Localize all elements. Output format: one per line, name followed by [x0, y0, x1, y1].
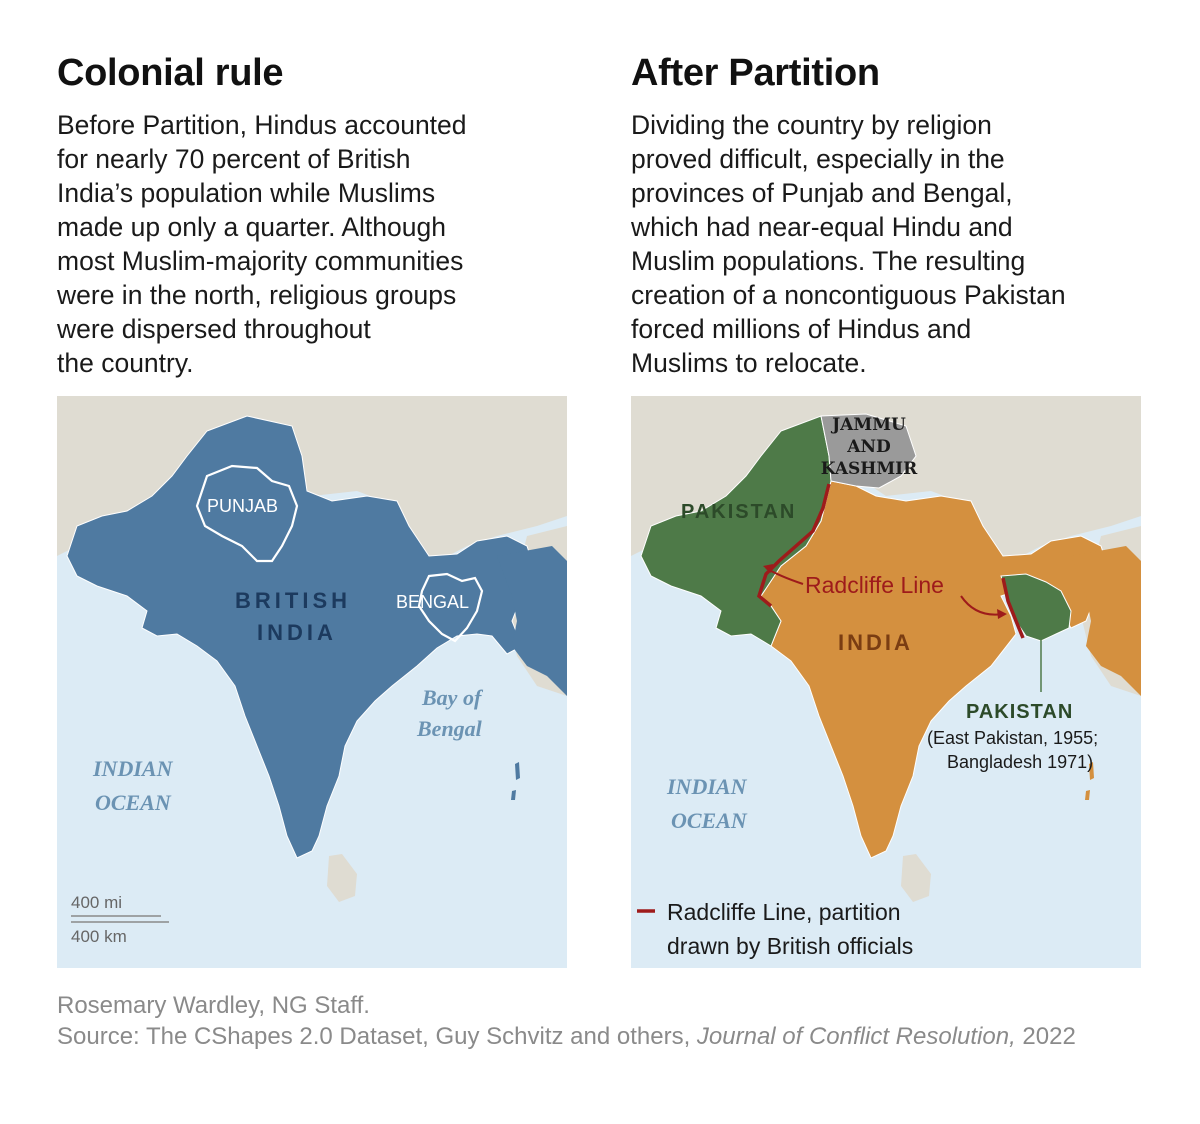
source-line: Source: The CShapes 2.0 Dataset, Guy Sch…: [57, 1021, 1157, 1052]
andaman-islands: [1085, 762, 1094, 800]
label-east-note-1: (East Pakistan, 1955;: [927, 728, 1098, 748]
source-year: 2022: [1022, 1023, 1076, 1050]
british-india-land: [66, 415, 536, 859]
label-bengal: BENGAL: [396, 592, 469, 612]
burma-land: [1071, 546, 1141, 696]
radcliffe-line-east: [1001, 577, 1025, 639]
label-ocean-1: INDIAN: [666, 774, 748, 799]
label-pakistan-west: PAKISTAN: [681, 501, 796, 523]
map-sri-lanka: [901, 854, 931, 902]
label-bay-2: Bengal: [416, 716, 483, 741]
label-british-india-2: INDIA: [257, 620, 337, 645]
radcliffe-line-west: [756, 483, 831, 608]
label-east-note-2: Bangladesh 1971): [947, 752, 1093, 772]
label-bay-1: Bay of: [421, 685, 484, 710]
after-partition-title: After Partition: [631, 52, 880, 94]
radcliffe-arrowhead-east: [997, 609, 1007, 619]
source-prefix: Source: The CShapes 2.0 Dataset, Guy Sch…: [57, 1023, 691, 1050]
label-ocean-1: INDIAN: [92, 756, 174, 781]
label-ocean-2: OCEAN: [671, 808, 748, 833]
colonial-rule-title: Colonial rule: [57, 52, 284, 94]
footer-credits: Rosemary Wardley, NG Staff. Source: The …: [57, 990, 1157, 1052]
label-india: INDIA: [838, 630, 913, 655]
punjab-outline: [195, 464, 299, 563]
colonial-rule-map: PUNJAB BENGAL BRITISH INDIA Bay of Benga…: [57, 396, 567, 968]
label-ocean-2: OCEAN: [95, 790, 172, 815]
legend-line-2: drawn by British officials: [667, 933, 913, 959]
label-jammu: JAMMU: [830, 415, 906, 435]
andaman-islands: [511, 762, 520, 800]
scale-miles: 400 mi: [71, 893, 122, 912]
label-and: AND: [846, 437, 891, 457]
colonial-rule-description: Before Partition, Hindus accounted for n…: [57, 110, 467, 378]
after-partition-description: Dividing the country by religion proved …: [631, 110, 1066, 378]
label-punjab: PUNJAB: [207, 496, 278, 516]
radcliffe-arrowhead-west: [763, 564, 773, 573]
map-sri-lanka: [327, 854, 357, 902]
label-radcliffe: Radcliffe Line: [805, 572, 944, 598]
burma-land: [497, 546, 567, 696]
west-pakistan-land: [640, 415, 832, 647]
bengal-outline: [417, 572, 484, 643]
scale-km: 400 km: [71, 927, 127, 946]
source-journal: Journal of Conflict Resolution,: [696, 1023, 1016, 1050]
label-pakistan-east: PAKISTAN: [966, 701, 1073, 723]
label-kashmir: KASHMIR: [821, 459, 918, 479]
after-partition-map: JAMMU AND KASHMIR PAKISTAN Radcliffe Lin…: [631, 396, 1141, 968]
jammu-kashmir-land: [820, 413, 917, 489]
legend-line-1: Radcliffe Line, partition: [667, 899, 901, 925]
label-british-india-1: BRITISH: [235, 588, 351, 613]
credit-line: Rosemary Wardley, NG Staff.: [57, 992, 370, 1019]
